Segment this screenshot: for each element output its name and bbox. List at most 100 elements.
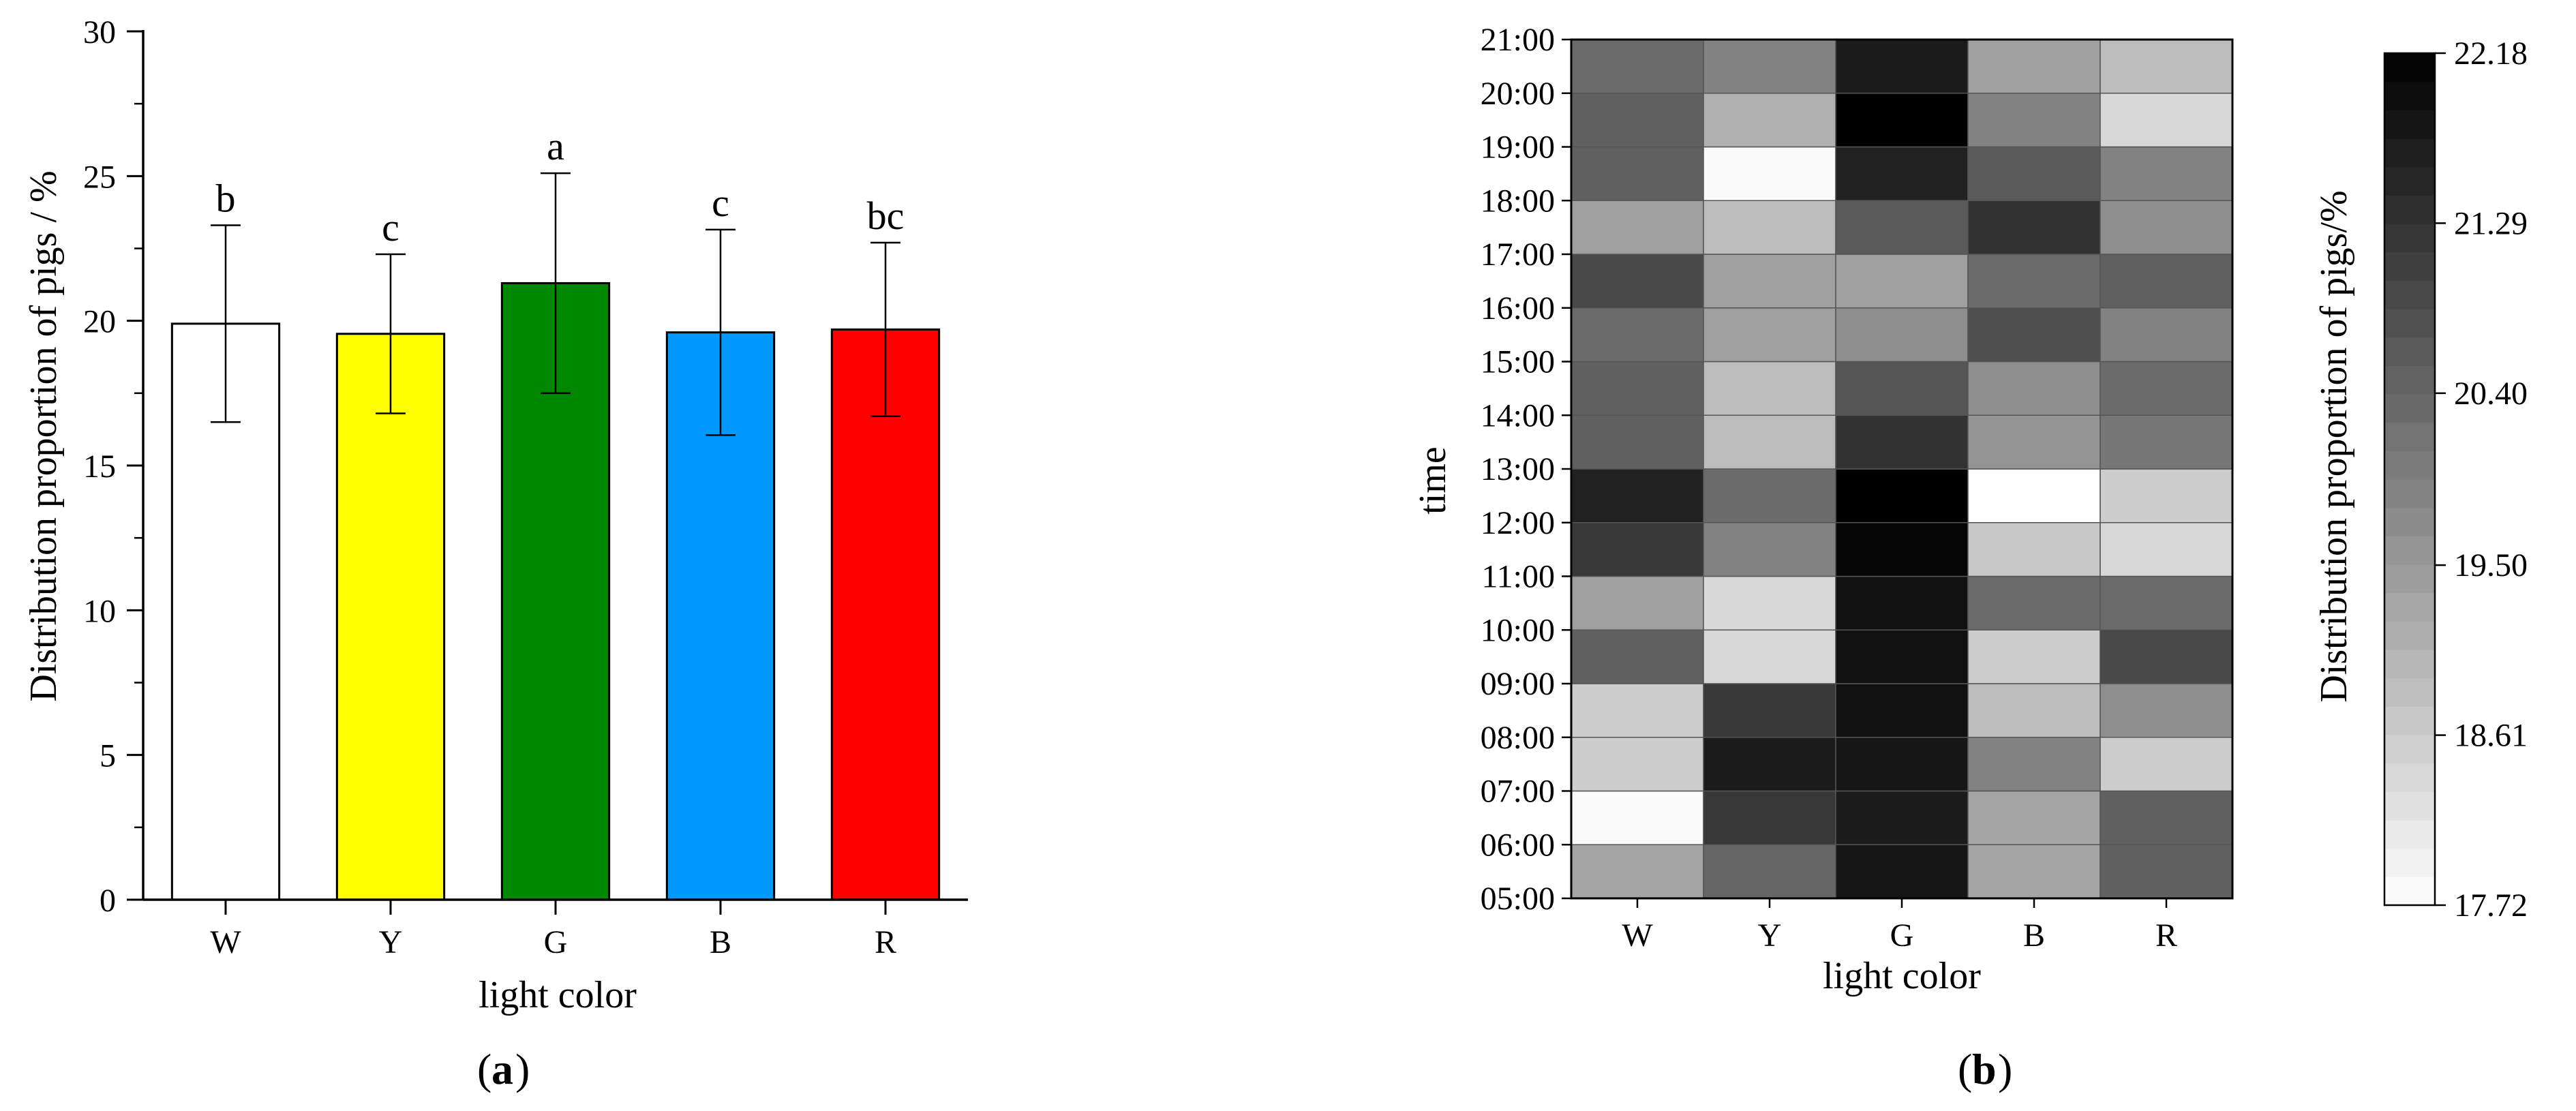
y-tick-label-11:00: 11:00 <box>1481 559 1555 595</box>
x-tick-label-G: G <box>544 924 568 960</box>
heatmap-cell-Y-05:00 <box>1703 844 1836 899</box>
y-tick-label-09:00: 09:00 <box>1481 666 1555 702</box>
y-tick-label-21:00: 21:00 <box>1481 22 1555 58</box>
y-tick-label-15: 15 <box>83 448 116 485</box>
colorbar-segment <box>2384 53 2435 82</box>
heatmap-cell-W-13:00 <box>1571 414 1704 470</box>
heatmap-cell-Y-17:00 <box>1703 200 1836 255</box>
colorbar-segment <box>2384 365 2435 395</box>
panel-b-caption: ( b ) <box>1958 1045 2012 1093</box>
heatmap-cell-G-20:00 <box>1835 39 1969 94</box>
heatmap-cell-B-18:00 <box>1967 146 2101 201</box>
panel-a-letter: a <box>491 1045 513 1093</box>
colorbar-segment <box>2384 848 2435 877</box>
colorbar-segment <box>2384 280 2435 309</box>
heatmap-cell-B-05:00 <box>1967 844 2101 899</box>
colorbar-tick-label-22.18: 22.18 <box>2454 35 2528 72</box>
colorbar-segment <box>2384 195 2435 224</box>
x-tick-label-W: W <box>210 924 241 960</box>
heatmap-cell-B-17:00 <box>1967 200 2101 255</box>
x-tick-label-B: B <box>710 924 731 960</box>
heatmap-cell-G-18:00 <box>1835 146 1969 201</box>
heatmap-cell-W-08:00 <box>1571 683 1704 738</box>
colorbar-tick-label-18.61: 18.61 <box>2454 718 2528 754</box>
x-tick-label-B: B <box>2023 917 2045 954</box>
y-tick-label-19:00: 19:00 <box>1481 130 1555 166</box>
heatmap-cell-W-05:00 <box>1571 844 1704 899</box>
significance-label-R: bc <box>867 194 905 238</box>
colorbar-tick-label-17.72: 17.72 <box>2454 887 2528 924</box>
heatmap-cell-G-13:00 <box>1835 414 1969 470</box>
svg-text:): ) <box>515 1045 530 1093</box>
heatmap-cell-G-09:00 <box>1835 629 1969 684</box>
heatmap-cell-R-19:00 <box>2100 93 2233 148</box>
colorbar-segment <box>2384 337 2435 366</box>
heatmap-cell-R-20:00 <box>2100 39 2233 94</box>
heatmap-cell-W-19:00 <box>1571 93 1704 148</box>
heatmap-cell-W-09:00 <box>1571 629 1704 684</box>
y-tick-label-20: 20 <box>83 304 116 340</box>
svg-text:(: ( <box>1958 1045 1972 1093</box>
heatmap-cell-R-18:00 <box>2100 146 2233 201</box>
heatmap-cell-G-10:00 <box>1835 575 1969 630</box>
heatmap-cell-Y-10:00 <box>1703 575 1836 630</box>
panel-a-y-axis-title: Distribution proportion of pigs / % <box>22 170 65 701</box>
y-tick-label-08:00: 08:00 <box>1481 720 1555 756</box>
colorbar-segment <box>2384 621 2435 650</box>
colorbar-segment <box>2384 166 2435 196</box>
heatmap-cell-B-20:00 <box>1967 39 2101 94</box>
heatmap-cell-R-17:00 <box>2100 200 2233 255</box>
heatmap-cell-Y-09:00 <box>1703 629 1836 684</box>
colorbar-segment <box>2384 592 2435 622</box>
colorbar-segment <box>2384 138 2435 168</box>
heatmap-cell-W-10:00 <box>1571 575 1704 630</box>
colorbar-segment <box>2384 451 2435 480</box>
heatmap-cell-Y-19:00 <box>1703 93 1836 148</box>
heatmap-cell-G-05:00 <box>1835 844 1969 899</box>
colorbar-tick-label-20.40: 20.40 <box>2454 376 2528 412</box>
colorbar-segment <box>2384 252 2435 281</box>
heatmap-cell-B-07:00 <box>1967 737 2101 792</box>
heatmap-cell-B-15:00 <box>1967 307 2101 363</box>
colorbar-segment <box>2384 479 2435 508</box>
colorbar-segment <box>2384 650 2435 679</box>
heatmap-cell-G-16:00 <box>1835 254 1969 309</box>
y-tick-label-0: 0 <box>100 883 116 919</box>
bar-R <box>830 328 941 901</box>
heatmap-cell-W-12:00 <box>1571 468 1704 523</box>
colorbar-segment <box>2384 81 2435 110</box>
heatmap-cell-G-06:00 <box>1835 790 1969 845</box>
colorbar-segment <box>2384 224 2435 253</box>
x-tick-label-Y: Y <box>1758 917 1782 954</box>
heatmap-cell-B-13:00 <box>1967 414 2101 470</box>
heatmap-cell-B-11:00 <box>1967 522 2101 577</box>
heatmap-cell-W-14:00 <box>1571 361 1704 416</box>
heatmap-cell-G-19:00 <box>1835 93 1969 148</box>
y-tick-label-10: 10 <box>83 593 116 629</box>
panel-b-heatmap: 05:00 06:00 07:00 08:00 09:00 10:00 11:00 12:00… <box>1481 22 2528 954</box>
heatmap-cell-R-11:00 <box>2100 522 2233 577</box>
significance-label-Y: c <box>382 205 399 249</box>
y-tick-label-06:00: 06:00 <box>1481 827 1555 863</box>
colorbar-segment <box>2384 507 2435 536</box>
colorbar-tick-label-21.29: 21.29 <box>2454 205 2528 241</box>
heatmap-cell-Y-13:00 <box>1703 414 1836 470</box>
colorbar-segment <box>2384 110 2435 139</box>
heatmap-cell-Y-14:00 <box>1703 361 1836 416</box>
heatmap-cell-R-10:00 <box>2100 575 2233 630</box>
y-tick-label-18:00: 18:00 <box>1481 183 1555 219</box>
heatmap-cell-G-17:00 <box>1835 200 1969 255</box>
heatmap-cell-B-16:00 <box>1967 254 2101 309</box>
heatmap-cell-R-15:00 <box>2100 307 2233 363</box>
heatmap-cell-B-08:00 <box>1967 683 2101 738</box>
panel-a-x-axis-title: light color <box>479 974 637 1016</box>
y-tick-label-13:00: 13:00 <box>1481 451 1555 487</box>
heatmap-cell-R-07:00 <box>2100 737 2233 792</box>
heatmap-cell-Y-16:00 <box>1703 254 1836 309</box>
heatmap-cell-W-11:00 <box>1571 522 1704 577</box>
heatmap-cell-W-06:00 <box>1571 790 1704 845</box>
bar-Y <box>335 333 446 901</box>
heatmap-cell-W-18:00 <box>1571 146 1704 201</box>
colorbar-frame <box>2383 52 2436 907</box>
